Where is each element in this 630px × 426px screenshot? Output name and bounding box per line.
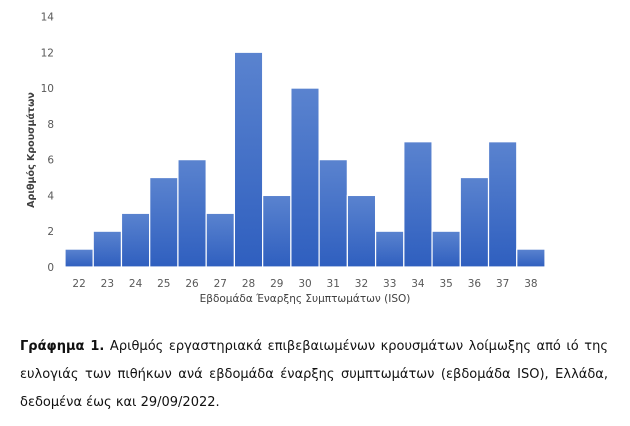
x-tick-label: 26 — [185, 278, 199, 290]
x-tick-label: 24 — [129, 278, 143, 290]
x-tick-label: 33 — [383, 278, 396, 290]
bar — [290, 87, 320, 268]
x-tick-label: 35 — [439, 278, 452, 290]
bar — [516, 248, 546, 268]
bar — [459, 176, 490, 268]
y-tick-label: 0 — [47, 262, 54, 274]
x-tick-label: 32 — [355, 278, 368, 290]
bar — [64, 248, 94, 268]
y-axis-title: Αριθμός Κρουσμάτων — [26, 92, 37, 208]
bar — [374, 230, 405, 268]
y-tick-label: 6 — [47, 155, 54, 167]
x-axis-ticks: 22 23 24 25 26 27 28 29 30 31 32 33 34 35 36 37 38 — [72, 278, 537, 290]
y-tick-label: 12 — [41, 47, 54, 59]
bar — [487, 141, 518, 268]
x-tick-label: 25 — [157, 278, 170, 290]
bar — [346, 194, 377, 268]
x-tick-label: 28 — [242, 278, 255, 290]
x-tick-label: 31 — [327, 278, 340, 290]
x-axis-title: Εβδομάδα Έναρξης Συμπτωμάτων (ISO) — [200, 293, 411, 305]
x-tick-label: 37 — [496, 278, 509, 290]
x-tick-label: 29 — [270, 278, 283, 290]
x-tick-label: 34 — [411, 278, 425, 290]
y-axis-ticks: 0 2 4 6 8 10 12 14 — [41, 12, 55, 275]
x-tick-label: 27 — [214, 278, 227, 290]
y-tick-label: 8 — [47, 119, 54, 131]
figure-caption: Γράφημα 1. Αριθμός εργαστηριακά επιβεβαι… — [20, 333, 608, 417]
x-tick-label: 38 — [524, 278, 537, 290]
x-tick-label: 30 — [298, 278, 311, 290]
bar — [177, 159, 207, 268]
bar — [233, 51, 264, 268]
y-tick-label: 2 — [47, 226, 54, 238]
bar — [205, 212, 236, 268]
y-tick-label: 10 — [41, 83, 54, 95]
bar — [431, 230, 461, 268]
bars — [64, 51, 546, 268]
y-tick-label: 14 — [41, 12, 55, 24]
bar — [403, 141, 433, 268]
caption-text: Αριθμός εργαστηριακά επιβεβαιωμένων κρου… — [20, 339, 608, 410]
x-tick-label: 23 — [101, 278, 114, 290]
bar — [149, 176, 179, 268]
y-tick-label: 4 — [47, 190, 54, 202]
x-tick-label: 22 — [72, 278, 85, 290]
bar — [262, 194, 292, 268]
bar — [120, 212, 151, 268]
caption-label: Γράφημα 1. — [20, 339, 105, 354]
x-tick-label: 36 — [468, 278, 482, 290]
bar — [318, 159, 348, 268]
bar — [92, 230, 123, 268]
